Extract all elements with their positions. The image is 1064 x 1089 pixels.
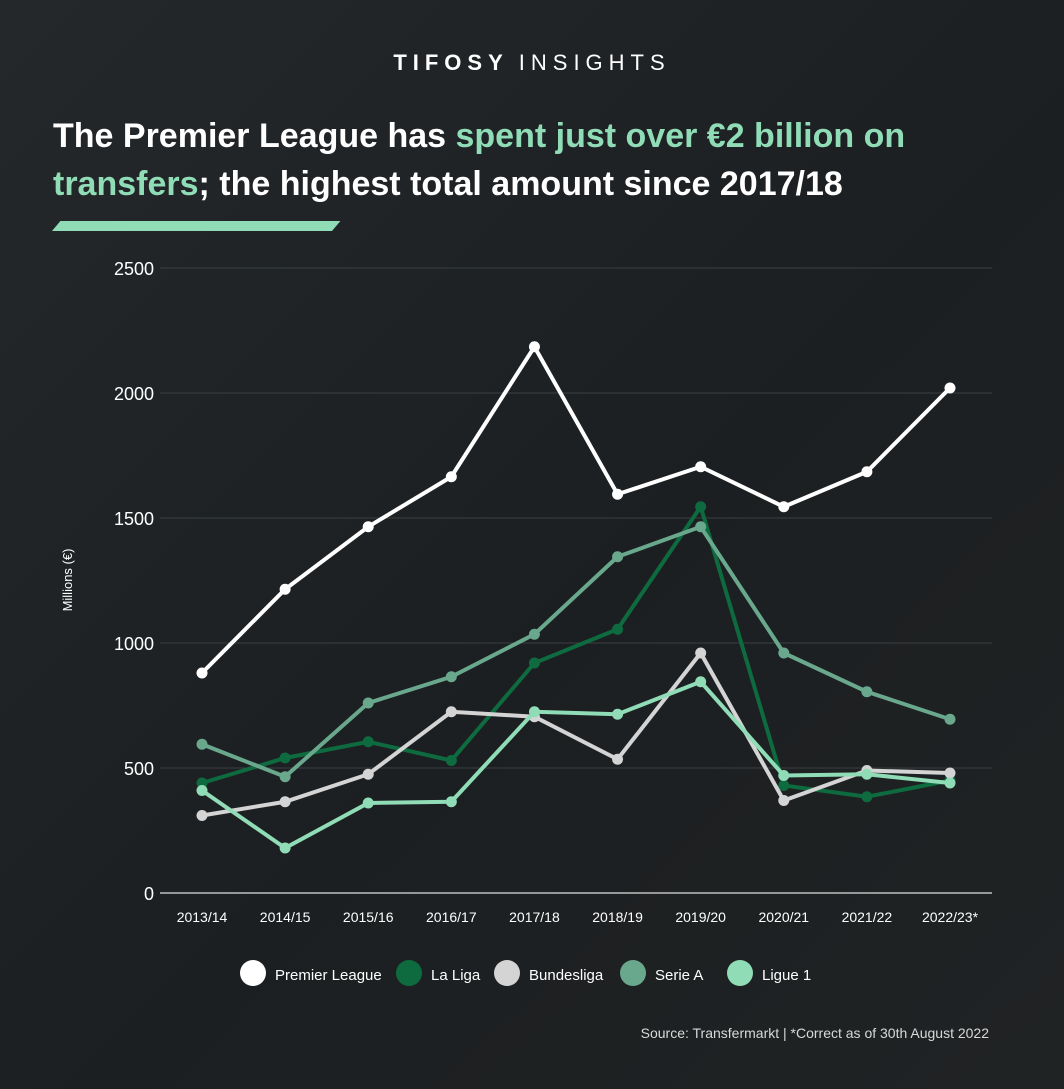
data-point-premier-league: [944, 382, 956, 394]
chart-title: The Premier League has spent just over €…: [53, 112, 1033, 208]
data-point-ligue-1: [612, 708, 624, 720]
x-tick-label: 2015/16: [343, 909, 394, 925]
data-point-la-liga: [445, 755, 457, 766]
y-tick-label: 1000: [114, 634, 154, 654]
series-line-bundesliga: [200, 649, 952, 818]
series-bundesliga: [196, 647, 956, 821]
data-point-serie-a: [861, 686, 873, 698]
series-line-ligue-1: [200, 679, 952, 851]
y-tick-label: 1500: [114, 509, 154, 529]
data-point-bundesliga: [944, 767, 956, 779]
data-point-serie-a: [362, 697, 374, 709]
series-line-la-liga: [200, 502, 952, 799]
y-tick-label: 2000: [114, 384, 154, 404]
data-point-serie-a: [778, 647, 790, 659]
y-tick-label: 0: [144, 884, 154, 904]
x-tick-label: 2020/21: [758, 909, 809, 925]
y-axis-label: Millions (€): [60, 549, 75, 612]
legend-label-ligue-1: Ligue 1: [762, 967, 811, 984]
data-point-bundesliga: [362, 768, 374, 780]
data-point-premier-league: [279, 583, 291, 595]
data-point-la-liga: [528, 657, 540, 669]
legend: Premier League La Liga Bundesliga Serie A Li…: [240, 960, 811, 986]
data-point-premier-league: [362, 521, 374, 533]
x-tick-label: 2017/18: [509, 909, 560, 925]
data-point-premier-league: [695, 461, 707, 473]
title-highlight: spent just over €2 billion on transfers: [53, 117, 906, 203]
legend-swatch-la-liga: [396, 960, 422, 986]
data-point-ligue-1: [445, 796, 457, 808]
data-point-bundesliga: [279, 796, 291, 808]
data-point-la-liga: [362, 736, 374, 748]
series-serie-a: [196, 521, 956, 783]
grid-lines: [160, 267, 992, 894]
legend-swatch-premier-league: [240, 960, 266, 986]
data-point-bundesliga: [695, 647, 707, 659]
legend-swatch-serie-a: [620, 960, 646, 986]
data-point-serie-a: [445, 671, 457, 683]
x-tick-label: 2018/19: [592, 909, 643, 925]
data-point-ligue-1: [196, 785, 208, 796]
data-point-ligue-1: [861, 768, 873, 780]
data-point-serie-a: [196, 738, 208, 750]
legend-label-premier-league: Premier League: [275, 967, 382, 984]
data-point-premier-league: [196, 667, 208, 679]
data-point-premier-league: [528, 341, 540, 353]
data-point-serie-a: [944, 713, 956, 725]
series-premier-league: [196, 341, 956, 679]
legend-label-serie-a: Serie A: [655, 967, 703, 984]
data-point-ligue-1: [944, 777, 956, 789]
data-point-premier-league: [445, 471, 457, 483]
x-tick-label: 2013/14: [177, 909, 228, 925]
series-ligue-1: [196, 676, 956, 854]
y-tick-labels: 0 500 1000 1500 2000 2500: [114, 259, 154, 904]
data-point-serie-a: [528, 628, 540, 640]
data-point-la-liga: [279, 752, 291, 764]
x-tick-label: 2014/15: [260, 909, 311, 925]
x-tick-label: 2016/17: [426, 909, 477, 925]
data-point-ligue-1: [528, 706, 540, 718]
data-point-bundesliga: [445, 706, 457, 718]
data-point-premier-league: [612, 488, 624, 500]
data-point-serie-a: [612, 551, 624, 563]
brand-logo: TIFOSY INSIGHTS: [0, 50, 1064, 76]
data-point-la-liga: [695, 501, 707, 513]
data-point-bundesliga: [196, 810, 208, 821]
data-point-ligue-1: [695, 676, 707, 688]
data-point-premier-league: [861, 466, 873, 478]
data-point-ligue-1: [279, 842, 291, 854]
y-tick-label: 500: [124, 759, 154, 779]
legend-swatch-bundesliga: [494, 960, 520, 986]
y-tick-label: 2500: [114, 259, 154, 279]
series-line-serie-a: [200, 524, 952, 780]
series-lines: [196, 341, 956, 854]
data-point-ligue-1: [778, 770, 790, 781]
data-point-serie-a: [279, 771, 291, 783]
x-tick-label: 2021/22: [842, 909, 893, 925]
legend-swatch-ligue-1: [727, 960, 753, 986]
legend-label-la-liga: La Liga: [431, 967, 481, 984]
series-la-liga: [196, 501, 956, 803]
data-point-la-liga: [861, 791, 873, 803]
data-point-ligue-1: [362, 797, 374, 809]
series-line-premier-league: [200, 342, 952, 675]
title-part-1: The Premier League has: [53, 117, 456, 155]
x-tick-label: 2019/20: [675, 909, 726, 925]
data-point-bundesliga: [778, 795, 790, 806]
data-point-premier-league: [778, 501, 790, 513]
legend-label-bundesliga: Bundesliga: [529, 967, 604, 984]
title-part-2: ; the highest total amount since 2017/18: [198, 165, 843, 203]
data-point-serie-a: [695, 521, 707, 533]
brand-subtitle: INSIGHTS: [518, 50, 671, 75]
data-point-la-liga: [612, 623, 624, 635]
data-point-bundesliga: [612, 753, 624, 765]
x-tick-label: 2022/23*: [922, 909, 979, 925]
data-point-la-liga: [778, 780, 790, 791]
brand-name: TIFOSY: [393, 50, 509, 75]
x-tick-labels: 2013/14 2014/15 2015/16 2016/17 2017/18 2018/…: [177, 909, 979, 925]
source-note: Source: Transfermarkt | *Correct as of 3…: [640, 1025, 989, 1041]
